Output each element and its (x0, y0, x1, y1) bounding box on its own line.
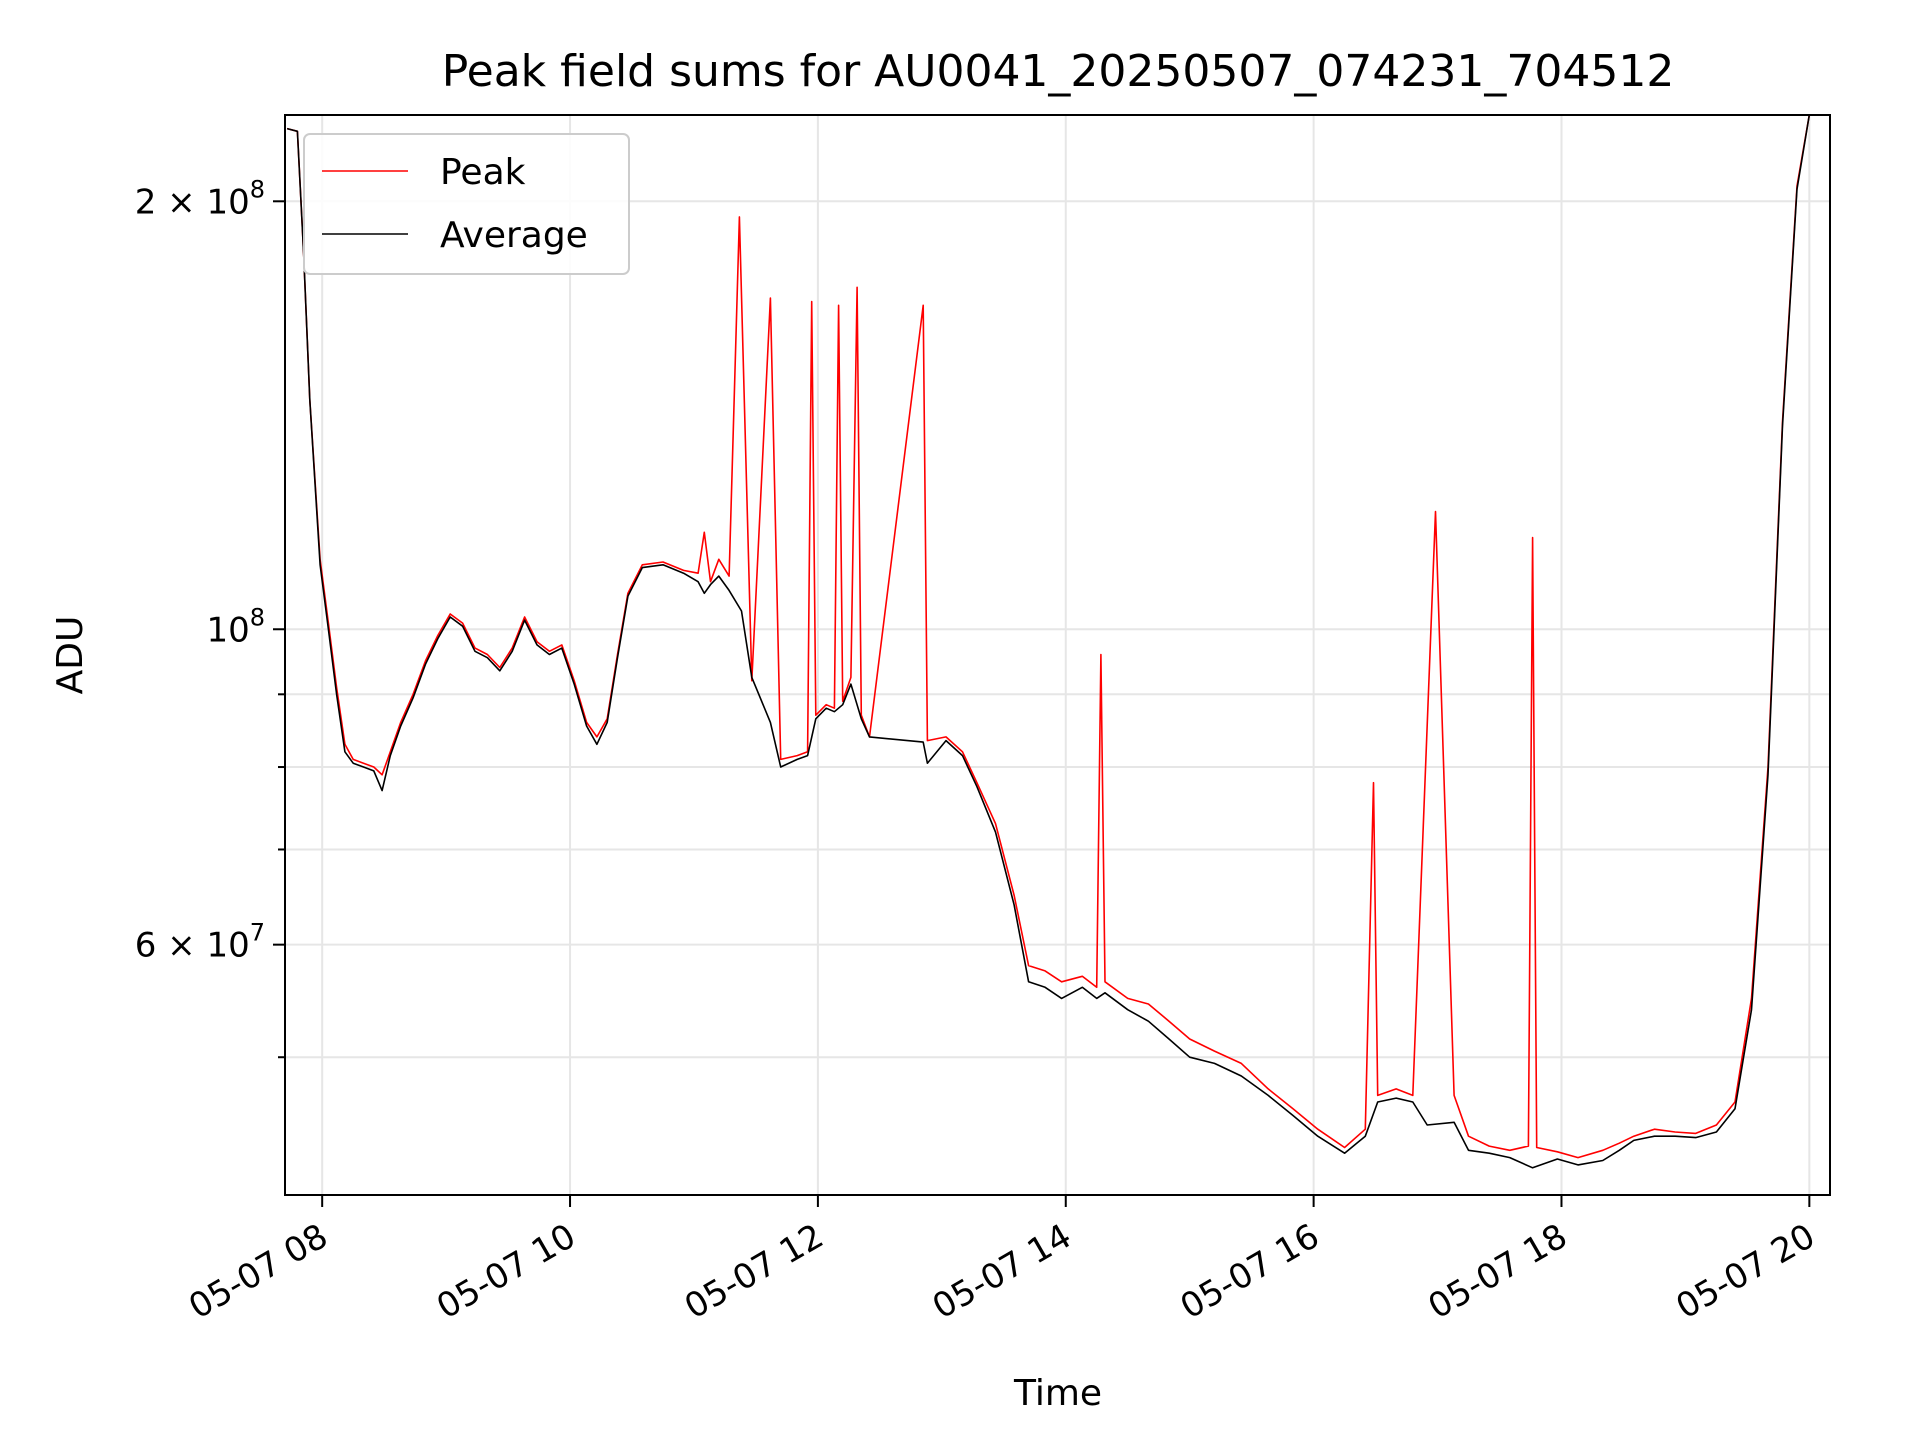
chart-title: Peak field sums for AU0041_20250507_0742… (442, 46, 1675, 97)
y-axis: 2 × 108 108 6 × 107 (135, 175, 285, 1059)
y-axis-label: ADU (50, 616, 91, 695)
legend: Peak Average (303, 133, 630, 275)
y-tick-label: 2 × 108 (135, 175, 265, 222)
legend-box (303, 133, 630, 275)
series-line-peak (286, 115, 1811, 1159)
x-axis-label: Time (1013, 1373, 1102, 1414)
y-tick-label: 108 (206, 603, 265, 650)
legend-label: Average (440, 215, 588, 256)
legend-label: Peak (440, 152, 526, 193)
series-line-average (286, 115, 1811, 1169)
plot-frame (284, 114, 1831, 1196)
y-tick-label: 6 × 107 (135, 919, 265, 966)
series-layer (286, 115, 1811, 1169)
